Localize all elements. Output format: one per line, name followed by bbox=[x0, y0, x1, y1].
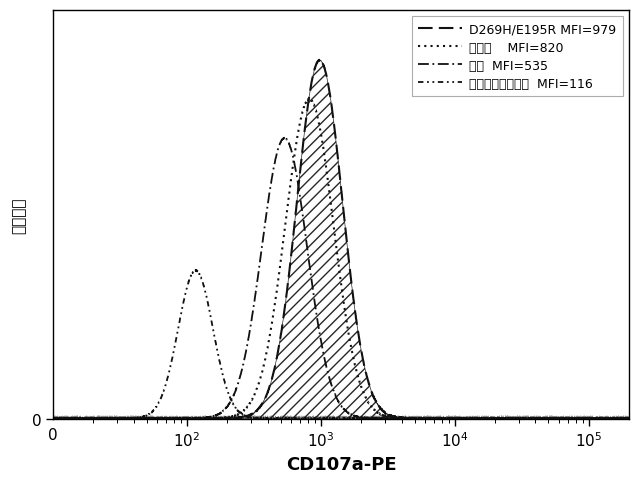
Y-axis label: カウント: カウント bbox=[11, 197, 26, 233]
Text: 0: 0 bbox=[48, 427, 58, 442]
X-axis label: CD107a-PE: CD107a-PE bbox=[285, 455, 396, 473]
Legend: D269H/E195R MFI=979, 野生型    MFI=820, 疑似  MFI=535, アイソタイプ対照  MFI=116: D269H/E195R MFI=979, 野生型 MFI=820, 疑似 MFI… bbox=[412, 17, 623, 97]
